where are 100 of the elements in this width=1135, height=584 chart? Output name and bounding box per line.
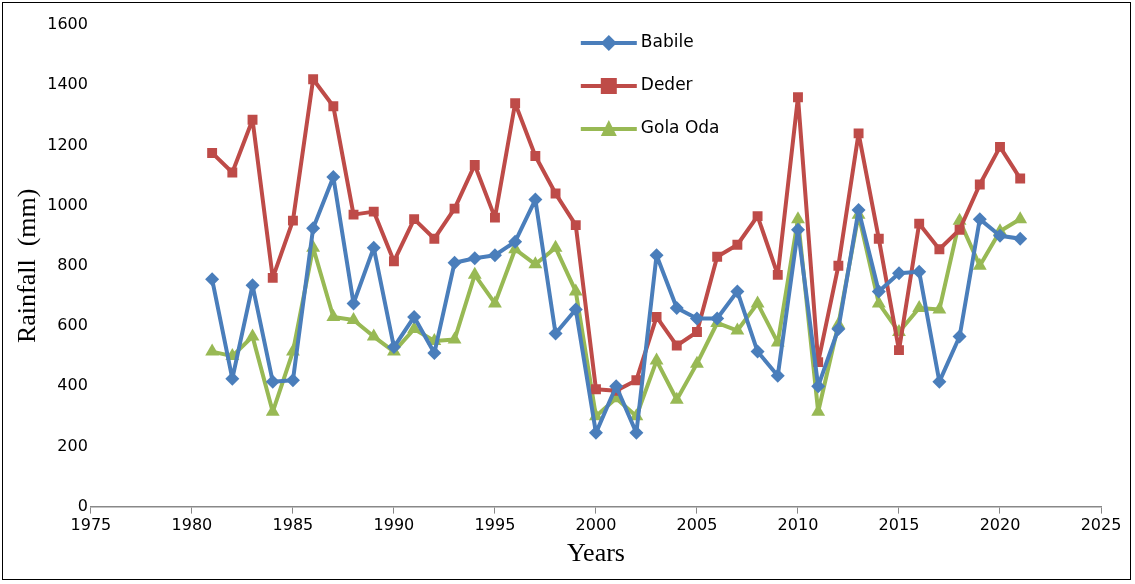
- y-tick-label: 1200: [47, 134, 88, 154]
- point: [267, 272, 278, 283]
- point: [791, 211, 805, 224]
- point: [690, 355, 704, 368]
- y-tick-label: 1400: [47, 74, 88, 94]
- point: [732, 239, 743, 250]
- point: [467, 266, 482, 279]
- point: [790, 222, 805, 237]
- point: [811, 379, 826, 394]
- point: [831, 322, 846, 337]
- legend-label: Babile: [640, 31, 694, 52]
- point: [467, 251, 482, 266]
- point: [287, 215, 298, 226]
- x-tick-label: 1995: [474, 515, 516, 535]
- point: [914, 218, 925, 229]
- point: [952, 329, 967, 344]
- point: [487, 248, 502, 263]
- y-tick-label: 400: [57, 375, 88, 395]
- y-tick-label: 800: [57, 254, 88, 274]
- point: [407, 309, 422, 324]
- point: [366, 240, 381, 255]
- point: [348, 209, 359, 220]
- point: [528, 256, 543, 269]
- x-tick-label: 2010: [777, 515, 819, 535]
- point: [328, 101, 339, 112]
- x-axis-title: Years: [566, 538, 625, 568]
- point: [995, 141, 1005, 152]
- x-tick-label: 1975: [70, 515, 112, 535]
- point: [992, 228, 1007, 243]
- point: [247, 114, 258, 125]
- point: [770, 368, 785, 383]
- point: [591, 384, 601, 395]
- x-tick-label: 2005: [676, 515, 718, 535]
- x-tick-label: 2015: [878, 515, 920, 535]
- point: [205, 272, 220, 287]
- x-tick-label: 2000: [575, 515, 617, 535]
- point: [366, 328, 381, 341]
- point: [912, 299, 927, 312]
- point: [530, 150, 541, 161]
- point: [912, 264, 927, 279]
- point: [972, 257, 987, 270]
- x-tick-label: 1980: [171, 515, 213, 535]
- point: [649, 352, 664, 365]
- point: [510, 98, 521, 109]
- point: [1015, 173, 1026, 184]
- point: [891, 266, 906, 281]
- point: [285, 373, 300, 388]
- point: [712, 251, 723, 262]
- point: [671, 340, 682, 351]
- x-tick-label: 2020: [979, 515, 1021, 535]
- point: [368, 206, 379, 217]
- point: [508, 234, 523, 249]
- point: [548, 326, 563, 341]
- point: [974, 179, 985, 190]
- point: [570, 220, 581, 231]
- point: [772, 269, 783, 280]
- point: [651, 312, 662, 322]
- x-tick-label: 2025: [1080, 515, 1122, 535]
- point: [954, 224, 965, 235]
- y-tick-label: 1000: [47, 194, 88, 214]
- point: [245, 328, 260, 341]
- point: [447, 331, 462, 344]
- point: [306, 221, 321, 236]
- point: [449, 203, 460, 214]
- point: [752, 211, 763, 222]
- point: [669, 391, 684, 404]
- point: [853, 128, 864, 139]
- point: [409, 214, 420, 225]
- point: [427, 346, 442, 361]
- point: [730, 322, 745, 335]
- legend-label: Deder: [640, 74, 693, 95]
- point: [429, 233, 440, 244]
- x-tick-label: 1985: [272, 515, 314, 535]
- point: [871, 284, 886, 299]
- point: [689, 311, 704, 326]
- point: [631, 375, 642, 386]
- point: [793, 92, 803, 103]
- point: [730, 284, 745, 299]
- y-axis-title: Rainfall (mm): [12, 188, 42, 344]
- point: [568, 302, 583, 317]
- point: [265, 403, 280, 416]
- point: [1013, 231, 1028, 246]
- point: [488, 295, 502, 308]
- y-tick-label: 600: [57, 315, 88, 335]
- x-tick-label: 1990: [373, 515, 415, 535]
- point: [388, 256, 399, 267]
- point: [692, 327, 702, 337]
- point: [750, 295, 765, 308]
- point: [669, 300, 684, 315]
- point: [227, 167, 238, 178]
- point: [568, 283, 583, 296]
- point: [833, 260, 844, 271]
- point: [1013, 211, 1028, 224]
- point: [469, 160, 480, 170]
- point: [932, 301, 947, 314]
- point: [750, 344, 765, 359]
- point: [308, 74, 319, 85]
- point: [873, 233, 884, 244]
- point: [609, 379, 624, 394]
- point: [934, 244, 945, 255]
